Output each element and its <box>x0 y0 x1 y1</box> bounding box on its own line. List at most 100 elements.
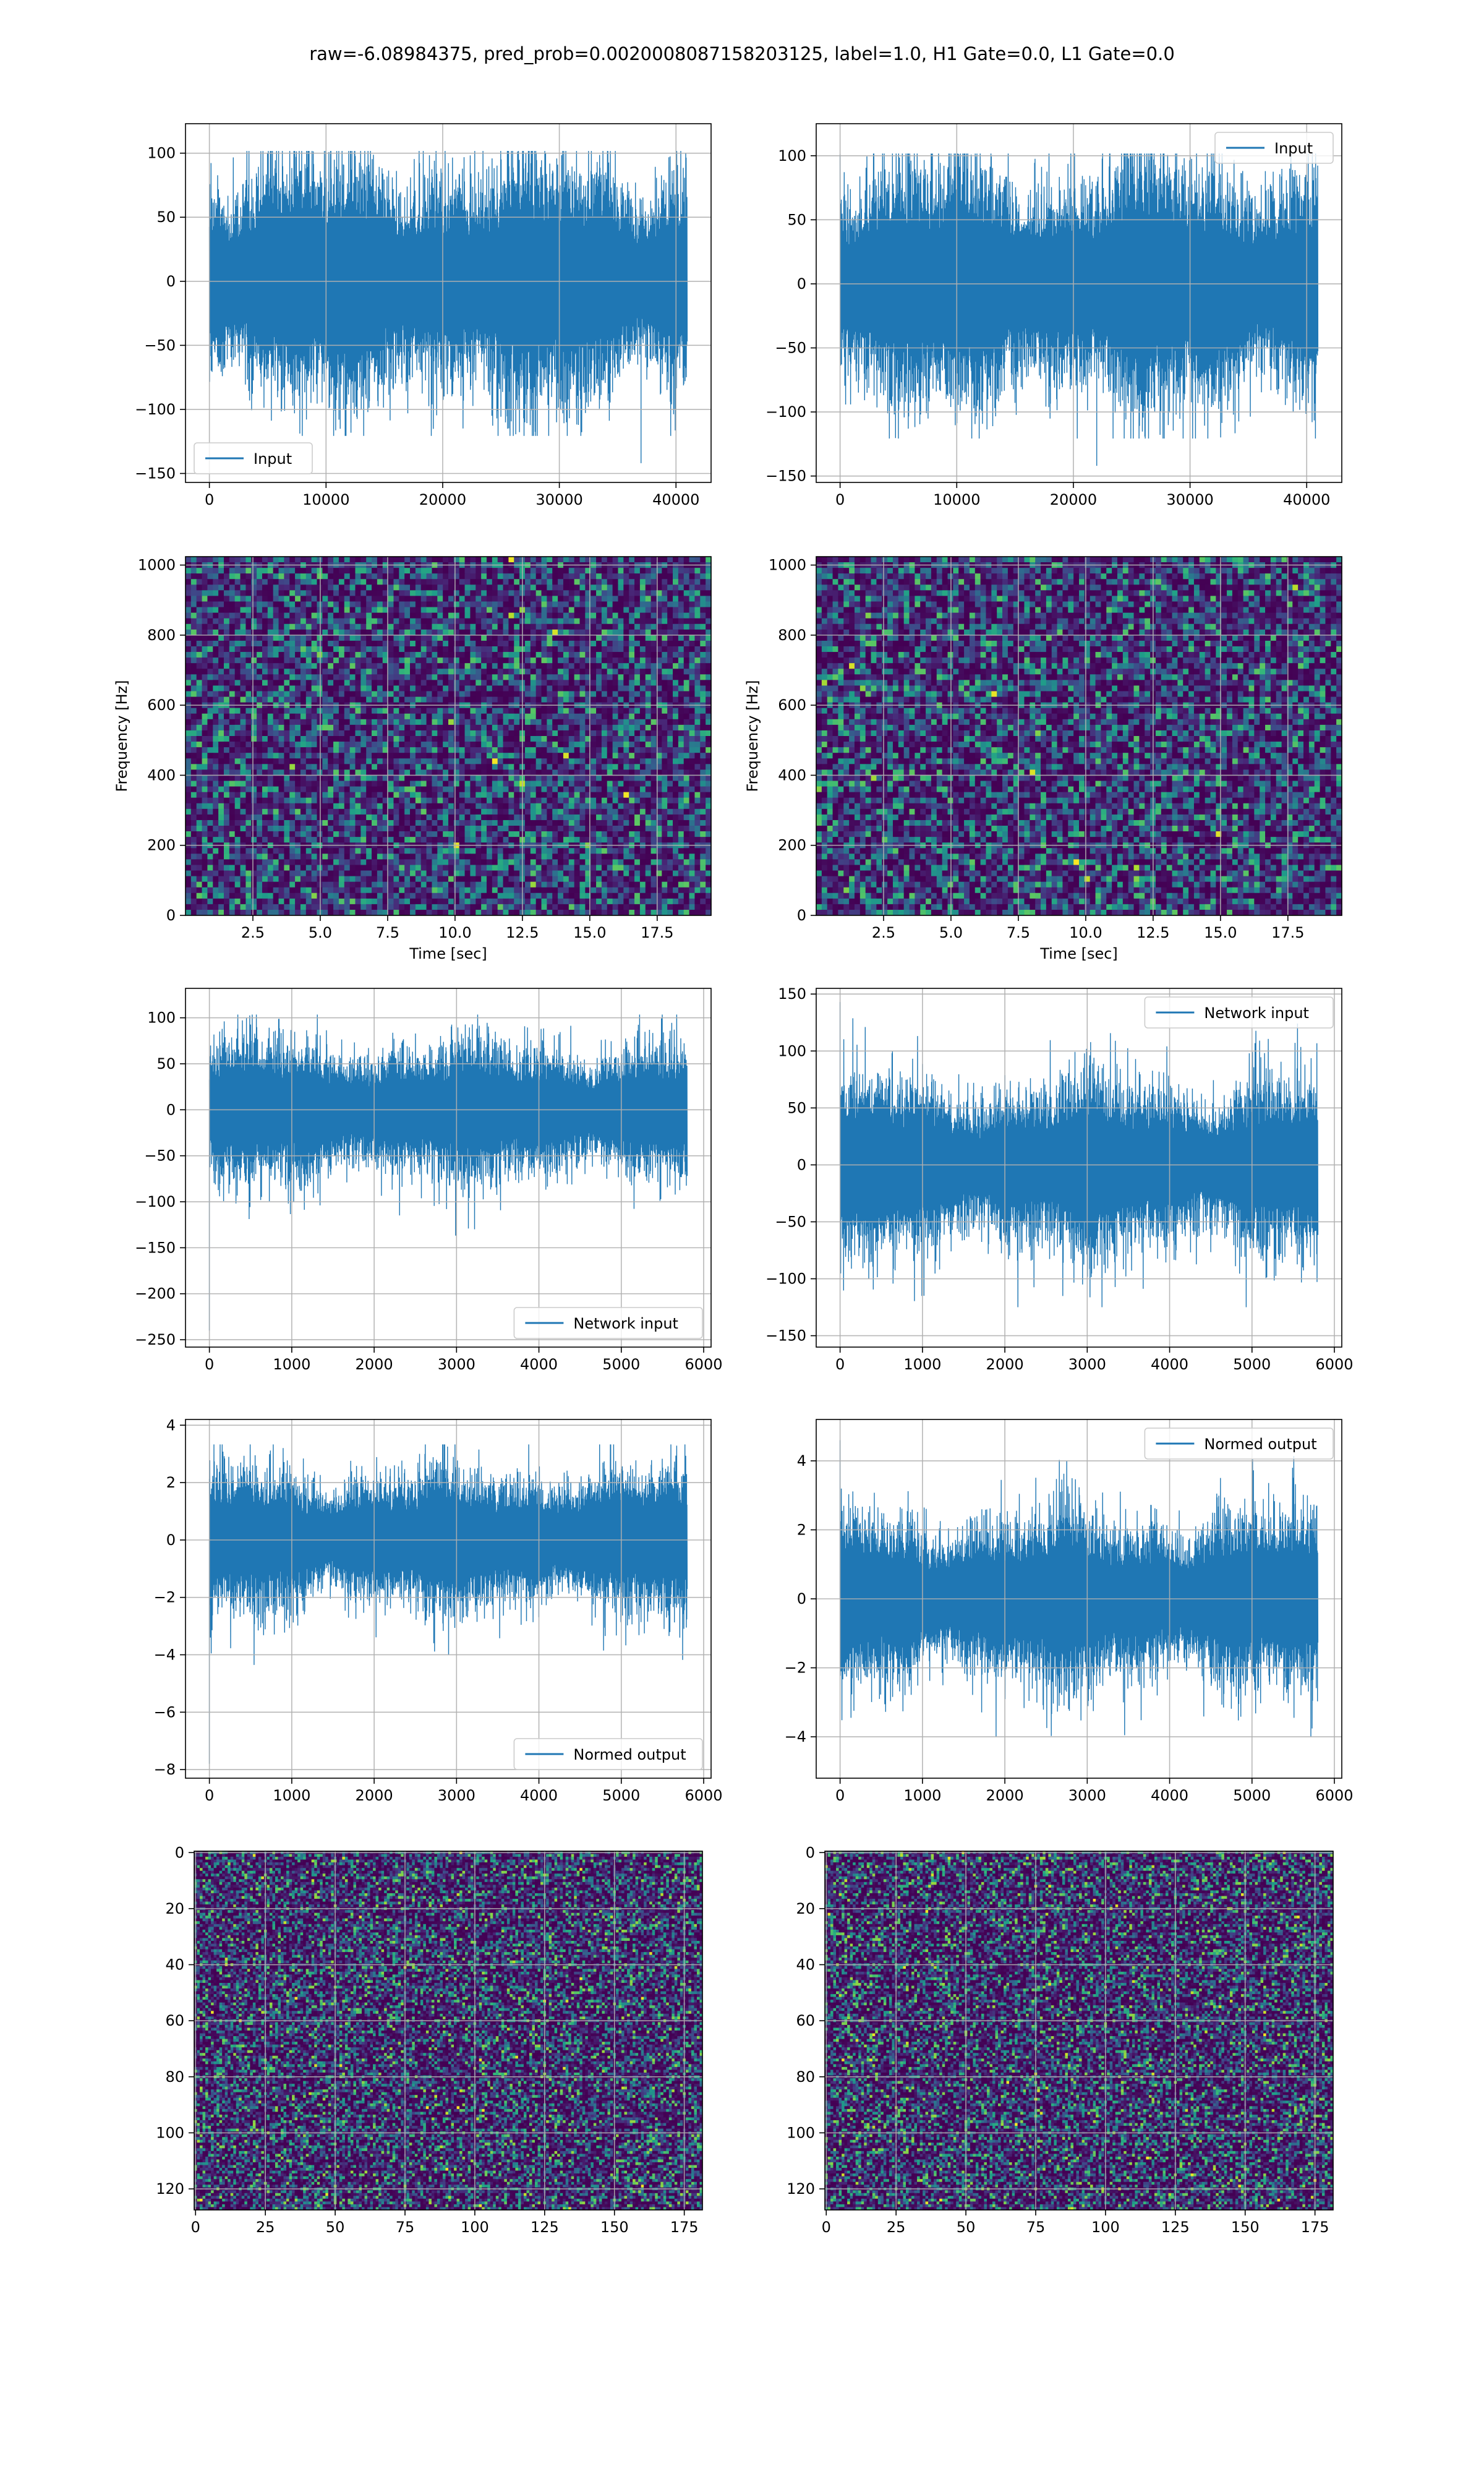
y-tick-label: 800 <box>778 627 806 644</box>
x-tick-label: 40000 <box>652 491 699 508</box>
heatmap-cells <box>186 557 712 916</box>
x-tick-label: 0 <box>205 491 214 508</box>
x-tick-label: 0 <box>205 1356 214 1373</box>
legend: Input <box>1215 132 1333 163</box>
legend-label: Normed output <box>573 1746 686 1763</box>
series-line <box>210 1444 688 1763</box>
y-tick-label: 50 <box>787 1099 806 1116</box>
y-tick-label: 0 <box>797 907 806 924</box>
chart-l1-spectrogram: 2.5 5.0 7.5 10.0 12.5 15.0 17.5020040060080010… <box>744 557 1342 962</box>
y-tick-label: 0 <box>166 1101 176 1118</box>
y-tick-label: 150 <box>778 985 806 1003</box>
x-tick-label: 1000 <box>903 1787 941 1804</box>
y-tick-label: 400 <box>778 766 806 784</box>
y-tick-label: −200 <box>135 1285 176 1303</box>
y-tick-label: 0 <box>166 1531 176 1549</box>
x-tick-label: 4000 <box>520 1787 558 1804</box>
x-tick-label: 6000 <box>684 1356 722 1373</box>
x-tick-label: 5000 <box>1233 1356 1271 1373</box>
x-tick-label: 0 <box>205 1787 214 1804</box>
y-tick-label: −50 <box>144 1147 176 1165</box>
y-tick-label: 50 <box>156 1055 176 1072</box>
series-line <box>840 1002 1318 1307</box>
y-tick-label: 100 <box>787 2124 815 2141</box>
chart-l1-network-input: 0 1000 2000 3000 4000 5000 6000−150−100−500501… <box>765 985 1353 1373</box>
y-tick-label: 400 <box>147 766 176 784</box>
x-tick-label: 12.5 <box>1136 924 1169 941</box>
x-tick-label: 0 <box>835 1787 845 1804</box>
y-tick-label: 0 <box>797 1590 806 1607</box>
y-tick-label: −50 <box>775 1213 806 1230</box>
y-tick-label: −50 <box>144 336 176 354</box>
y-tick-label: 2 <box>797 1521 806 1538</box>
legend-label: Input <box>254 450 292 468</box>
y-tick-label: 1000 <box>138 557 176 574</box>
y-tick-label: 0 <box>797 1156 806 1173</box>
y-tick-label: 100 <box>147 145 176 162</box>
x-tick-label: 17.5 <box>641 924 673 941</box>
x-tick-label: 30000 <box>535 491 582 508</box>
y-tick-label: 0 <box>166 907 176 924</box>
x-tick-label: 10000 <box>302 491 349 508</box>
series-line <box>840 1440 1318 1737</box>
y-tick-label: −150 <box>765 468 806 485</box>
x-tick-label: 150 <box>600 2219 629 2236</box>
y-tick-label: −100 <box>765 403 806 421</box>
x-tick-label: 5000 <box>602 1787 640 1804</box>
y-tick-label: 20 <box>165 1900 184 1917</box>
y-tick-label: 40 <box>796 1956 815 1974</box>
y-tick-label: 1000 <box>769 557 806 574</box>
y-tick-label: 100 <box>147 1009 176 1027</box>
y-tick-label: 0 <box>166 273 176 290</box>
x-tick-label: 50 <box>326 2219 345 2236</box>
chart-h1-spectrogram: 2.5 5.0 7.5 10.0 12.5 15.0 17.5020040060080010… <box>113 557 712 962</box>
legend: Input <box>194 443 312 474</box>
x-tick-label: 6000 <box>684 1787 722 1804</box>
x-tick-label: 5.0 <box>939 924 963 941</box>
x-tick-label: 15.0 <box>573 924 606 941</box>
y-tick-label: 0 <box>797 275 806 293</box>
y-tick-label: −150 <box>135 465 176 482</box>
x-tick-label: 4000 <box>1151 1356 1188 1373</box>
x-tick-label: 50 <box>957 2219 976 2236</box>
x-tick-label: 10000 <box>933 491 980 508</box>
x-tick-label: 0 <box>835 1356 845 1373</box>
x-tick-label: 6000 <box>1315 1356 1353 1373</box>
y-tick-label: −8 <box>154 1761 176 1778</box>
heatmap-cells <box>816 557 1342 916</box>
y-tick-label: 800 <box>147 627 176 644</box>
y-tick-label: 120 <box>156 2180 184 2198</box>
x-tick-label: 2000 <box>356 1356 393 1373</box>
x-tick-label: 125 <box>1161 2219 1190 2236</box>
x-tick-label: 1000 <box>903 1356 941 1373</box>
x-tick-label: 15.0 <box>1204 924 1237 941</box>
x-tick-label: 10.0 <box>438 924 471 941</box>
y-tick-label: 120 <box>787 2180 815 2198</box>
y-tick-label: 20 <box>796 1900 815 1917</box>
x-tick-label: 2000 <box>986 1787 1024 1804</box>
x-tick-label: 75 <box>1026 2219 1046 2236</box>
heatmap-cells <box>194 1851 703 2211</box>
y-tick-label: −4 <box>154 1646 176 1663</box>
y-tick-label: −250 <box>135 1331 176 1348</box>
series-line <box>210 151 688 463</box>
series-line <box>210 1014 688 1330</box>
legend-label: Network input <box>1204 1004 1309 1022</box>
x-tick-label: 25 <box>887 2219 906 2236</box>
legend: Network input <box>514 1308 702 1338</box>
legend-label: Input <box>1274 140 1313 157</box>
x-tick-label: 25 <box>256 2219 275 2236</box>
x-tick-label: 0 <box>191 2219 200 2236</box>
y-tick-label: 50 <box>787 211 806 228</box>
heatmap-cells <box>825 1851 1334 2211</box>
y-tick-label: 100 <box>778 1042 806 1059</box>
y-tick-label: 60 <box>796 2012 815 2029</box>
x-tick-label: 0 <box>822 2219 831 2236</box>
x-tick-label: 17.5 <box>1271 924 1304 941</box>
y-tick-label: −50 <box>775 340 806 357</box>
legend: Normed output <box>1145 1428 1333 1459</box>
x-tick-label: 40000 <box>1283 491 1330 508</box>
chart-h1-normed-output: 0 1000 2000 3000 4000 5000 6000−8−6−4−2024Norm… <box>154 1416 723 1804</box>
